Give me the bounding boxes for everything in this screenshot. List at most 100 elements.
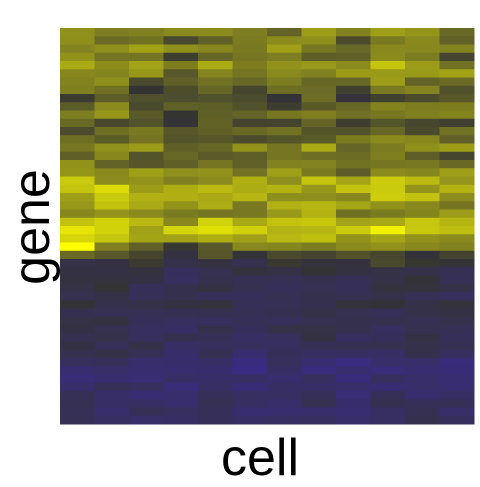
heatmap-cell	[198, 127, 233, 136]
heatmap-cell	[267, 358, 302, 367]
heatmap-cell	[370, 118, 406, 128]
heatmap-cell	[267, 366, 302, 375]
heatmap-cell	[439, 382, 475, 392]
heatmap-cell	[232, 61, 268, 70]
heatmap-cell	[232, 234, 268, 243]
heatmap-cell	[336, 415, 371, 425]
heatmap-cell	[267, 226, 302, 235]
heatmap-cell	[129, 374, 164, 384]
heatmap-cell	[129, 325, 164, 334]
heatmap-cell	[405, 259, 440, 268]
heatmap-cell	[94, 102, 130, 111]
heatmap-cell	[405, 399, 440, 408]
heatmap-cell	[163, 44, 199, 54]
heatmap-cell	[198, 52, 233, 62]
heatmap-cell	[370, 176, 406, 186]
heatmap-cell	[94, 415, 130, 425]
heatmap-cell	[60, 77, 95, 87]
heatmap-cell	[301, 151, 337, 161]
heatmap-cell	[129, 415, 164, 425]
heatmap-cell	[301, 110, 337, 120]
heatmap-cell	[60, 217, 95, 227]
heatmap-cell	[370, 349, 406, 359]
heatmap-cell	[198, 143, 233, 153]
heatmap-cell	[439, 374, 475, 384]
heatmap-cell	[405, 94, 440, 103]
heatmap-cell	[198, 61, 233, 70]
heatmap-cell	[439, 333, 475, 342]
heatmap-cell	[163, 275, 199, 285]
heatmap-cell	[163, 135, 199, 144]
heatmap-cell	[267, 374, 302, 384]
heatmap-cell	[370, 217, 406, 227]
heatmap-cell	[60, 374, 95, 384]
heatmap-cell	[336, 110, 371, 120]
heatmap-cell	[439, 275, 475, 285]
heatmap-cell	[198, 209, 233, 219]
heatmap-cell	[94, 300, 130, 309]
heatmap-cell	[370, 308, 406, 318]
heatmap-cell	[60, 135, 95, 144]
heatmap-cell	[94, 399, 130, 408]
heatmap-cell	[129, 85, 164, 95]
heatmap-cell	[198, 234, 233, 243]
heatmap-cell	[405, 250, 440, 260]
heatmap-cell	[94, 275, 130, 285]
heatmap-cell	[163, 110, 199, 120]
heatmap-cell	[439, 283, 475, 293]
heatmap-cell	[163, 102, 199, 111]
heatmap-cell	[405, 110, 440, 120]
heatmap-cell	[232, 201, 268, 210]
heatmap-cell	[267, 94, 302, 103]
heatmap-cell	[370, 283, 406, 293]
heatmap-cell	[129, 94, 164, 103]
heatmap-cell	[301, 234, 337, 243]
heatmap-cell	[439, 366, 475, 375]
heatmap-cell	[60, 184, 95, 194]
heatmap-cell	[94, 77, 130, 87]
heatmap-cell	[370, 316, 406, 326]
heatmap-cell	[163, 242, 199, 252]
heatmap-cell	[336, 399, 371, 408]
heatmap-cell	[336, 325, 371, 334]
heatmap-cell	[198, 94, 233, 103]
heatmap-cell	[94, 374, 130, 384]
heatmap-cell	[60, 316, 95, 326]
heatmap-cell	[301, 333, 337, 342]
heatmap-cell	[163, 399, 199, 408]
heatmap-cell	[94, 52, 130, 62]
heatmap-cell	[94, 250, 130, 260]
heatmap-cell	[94, 110, 130, 120]
heatmap-cell	[232, 160, 268, 169]
heatmap-cell	[232, 127, 268, 136]
heatmap-cell	[129, 407, 164, 417]
heatmap-cell	[232, 407, 268, 417]
heatmap-cell	[163, 283, 199, 293]
heatmap-cell	[405, 275, 440, 285]
heatmap-cell	[232, 308, 268, 318]
heatmap-cell	[439, 176, 475, 186]
heatmap-cell	[163, 300, 199, 309]
heatmap-cell	[163, 209, 199, 219]
heatmap-cell	[405, 209, 440, 219]
heatmap-cell	[439, 69, 475, 78]
heatmap-cell	[301, 267, 337, 276]
heatmap-cell	[336, 209, 371, 219]
heatmap-cell	[129, 267, 164, 276]
heatmap-cell	[439, 28, 475, 37]
heatmap-cell	[129, 292, 164, 301]
heatmap-cell	[370, 193, 406, 202]
heatmap-cell	[439, 44, 475, 54]
heatmap-cell	[198, 275, 233, 285]
heatmap-cell	[267, 341, 302, 351]
heatmap-cell	[405, 102, 440, 111]
heatmap-cell	[267, 349, 302, 359]
heatmap-cell	[370, 300, 406, 309]
heatmap-cell	[301, 366, 337, 375]
heatmap-cell	[439, 226, 475, 235]
heatmap-cell	[370, 415, 406, 425]
heatmap-cell	[405, 28, 440, 37]
heatmap-cell	[301, 69, 337, 78]
heatmap-cell	[301, 300, 337, 309]
heatmap-cell	[129, 36, 164, 45]
